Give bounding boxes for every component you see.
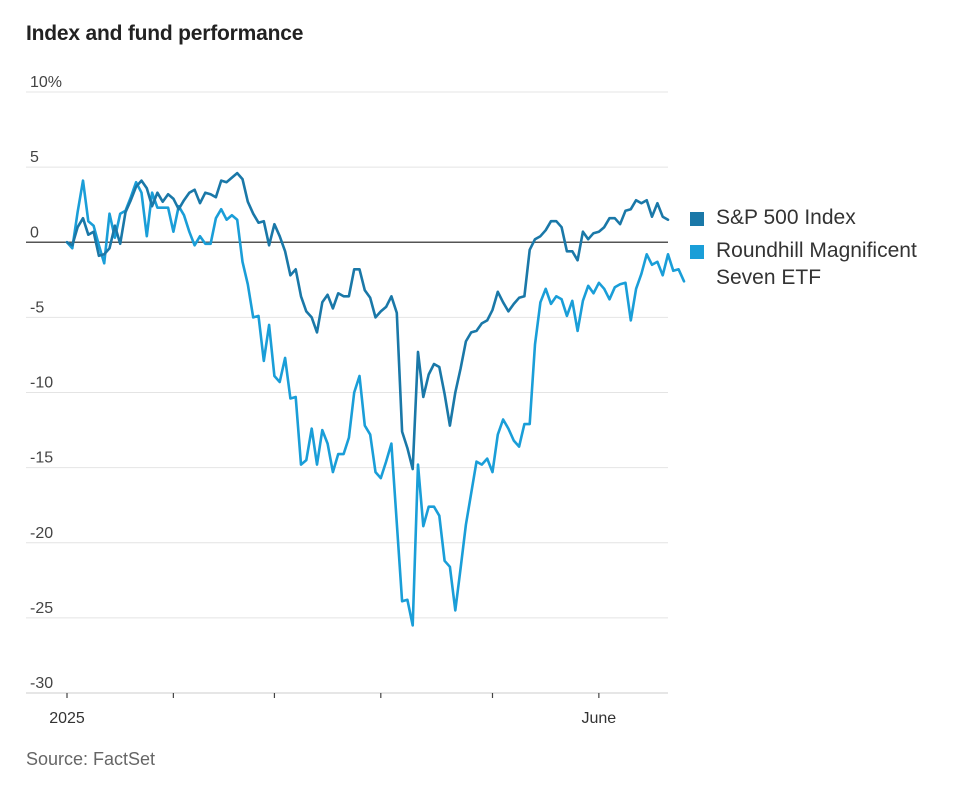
legend-swatch-roundhill: [690, 245, 704, 259]
y-tick-label: -15: [30, 450, 53, 467]
gridlines: [26, 91, 668, 694]
legend: S&P 500 Index Roundhill Magnificent Seve…: [690, 204, 960, 297]
y-tick-label: -20: [30, 525, 53, 542]
legend-item-roundhill: Roundhill Magnificent Seven ETF: [690, 237, 960, 291]
series-lines: [65, 171, 686, 627]
y-tick-label: 0: [30, 224, 39, 241]
source-note: Source: FactSet: [26, 749, 156, 769]
y-tick-label: -10: [30, 375, 53, 392]
x-tick-label: 2025: [49, 710, 85, 727]
legend-label-roundhill: Roundhill Magnificent Seven ETF: [716, 239, 917, 289]
legend-label-sp500: S&P 500 Index: [716, 206, 856, 229]
y-tick-label: -30: [30, 675, 53, 692]
sp500-series-line: [65, 171, 670, 471]
y-tick-label: 5: [30, 149, 39, 166]
y-tick-label: -5: [30, 299, 44, 316]
x-axis: 2025 June: [26, 692, 668, 727]
y-tick-label: -25: [30, 600, 53, 617]
legend-item-sp500: S&P 500 Index: [690, 204, 960, 231]
x-tick-label: June: [582, 710, 617, 727]
y-axis-tick-labels: 10% 5 0 -5 -10 -15 -20 -25 -30: [30, 74, 62, 692]
y-tick-label: 10%: [30, 74, 62, 91]
roundhill-series-line: [65, 179, 686, 627]
legend-swatch-sp500: [690, 212, 704, 226]
chart-title: Index and fund performance: [26, 22, 304, 45]
